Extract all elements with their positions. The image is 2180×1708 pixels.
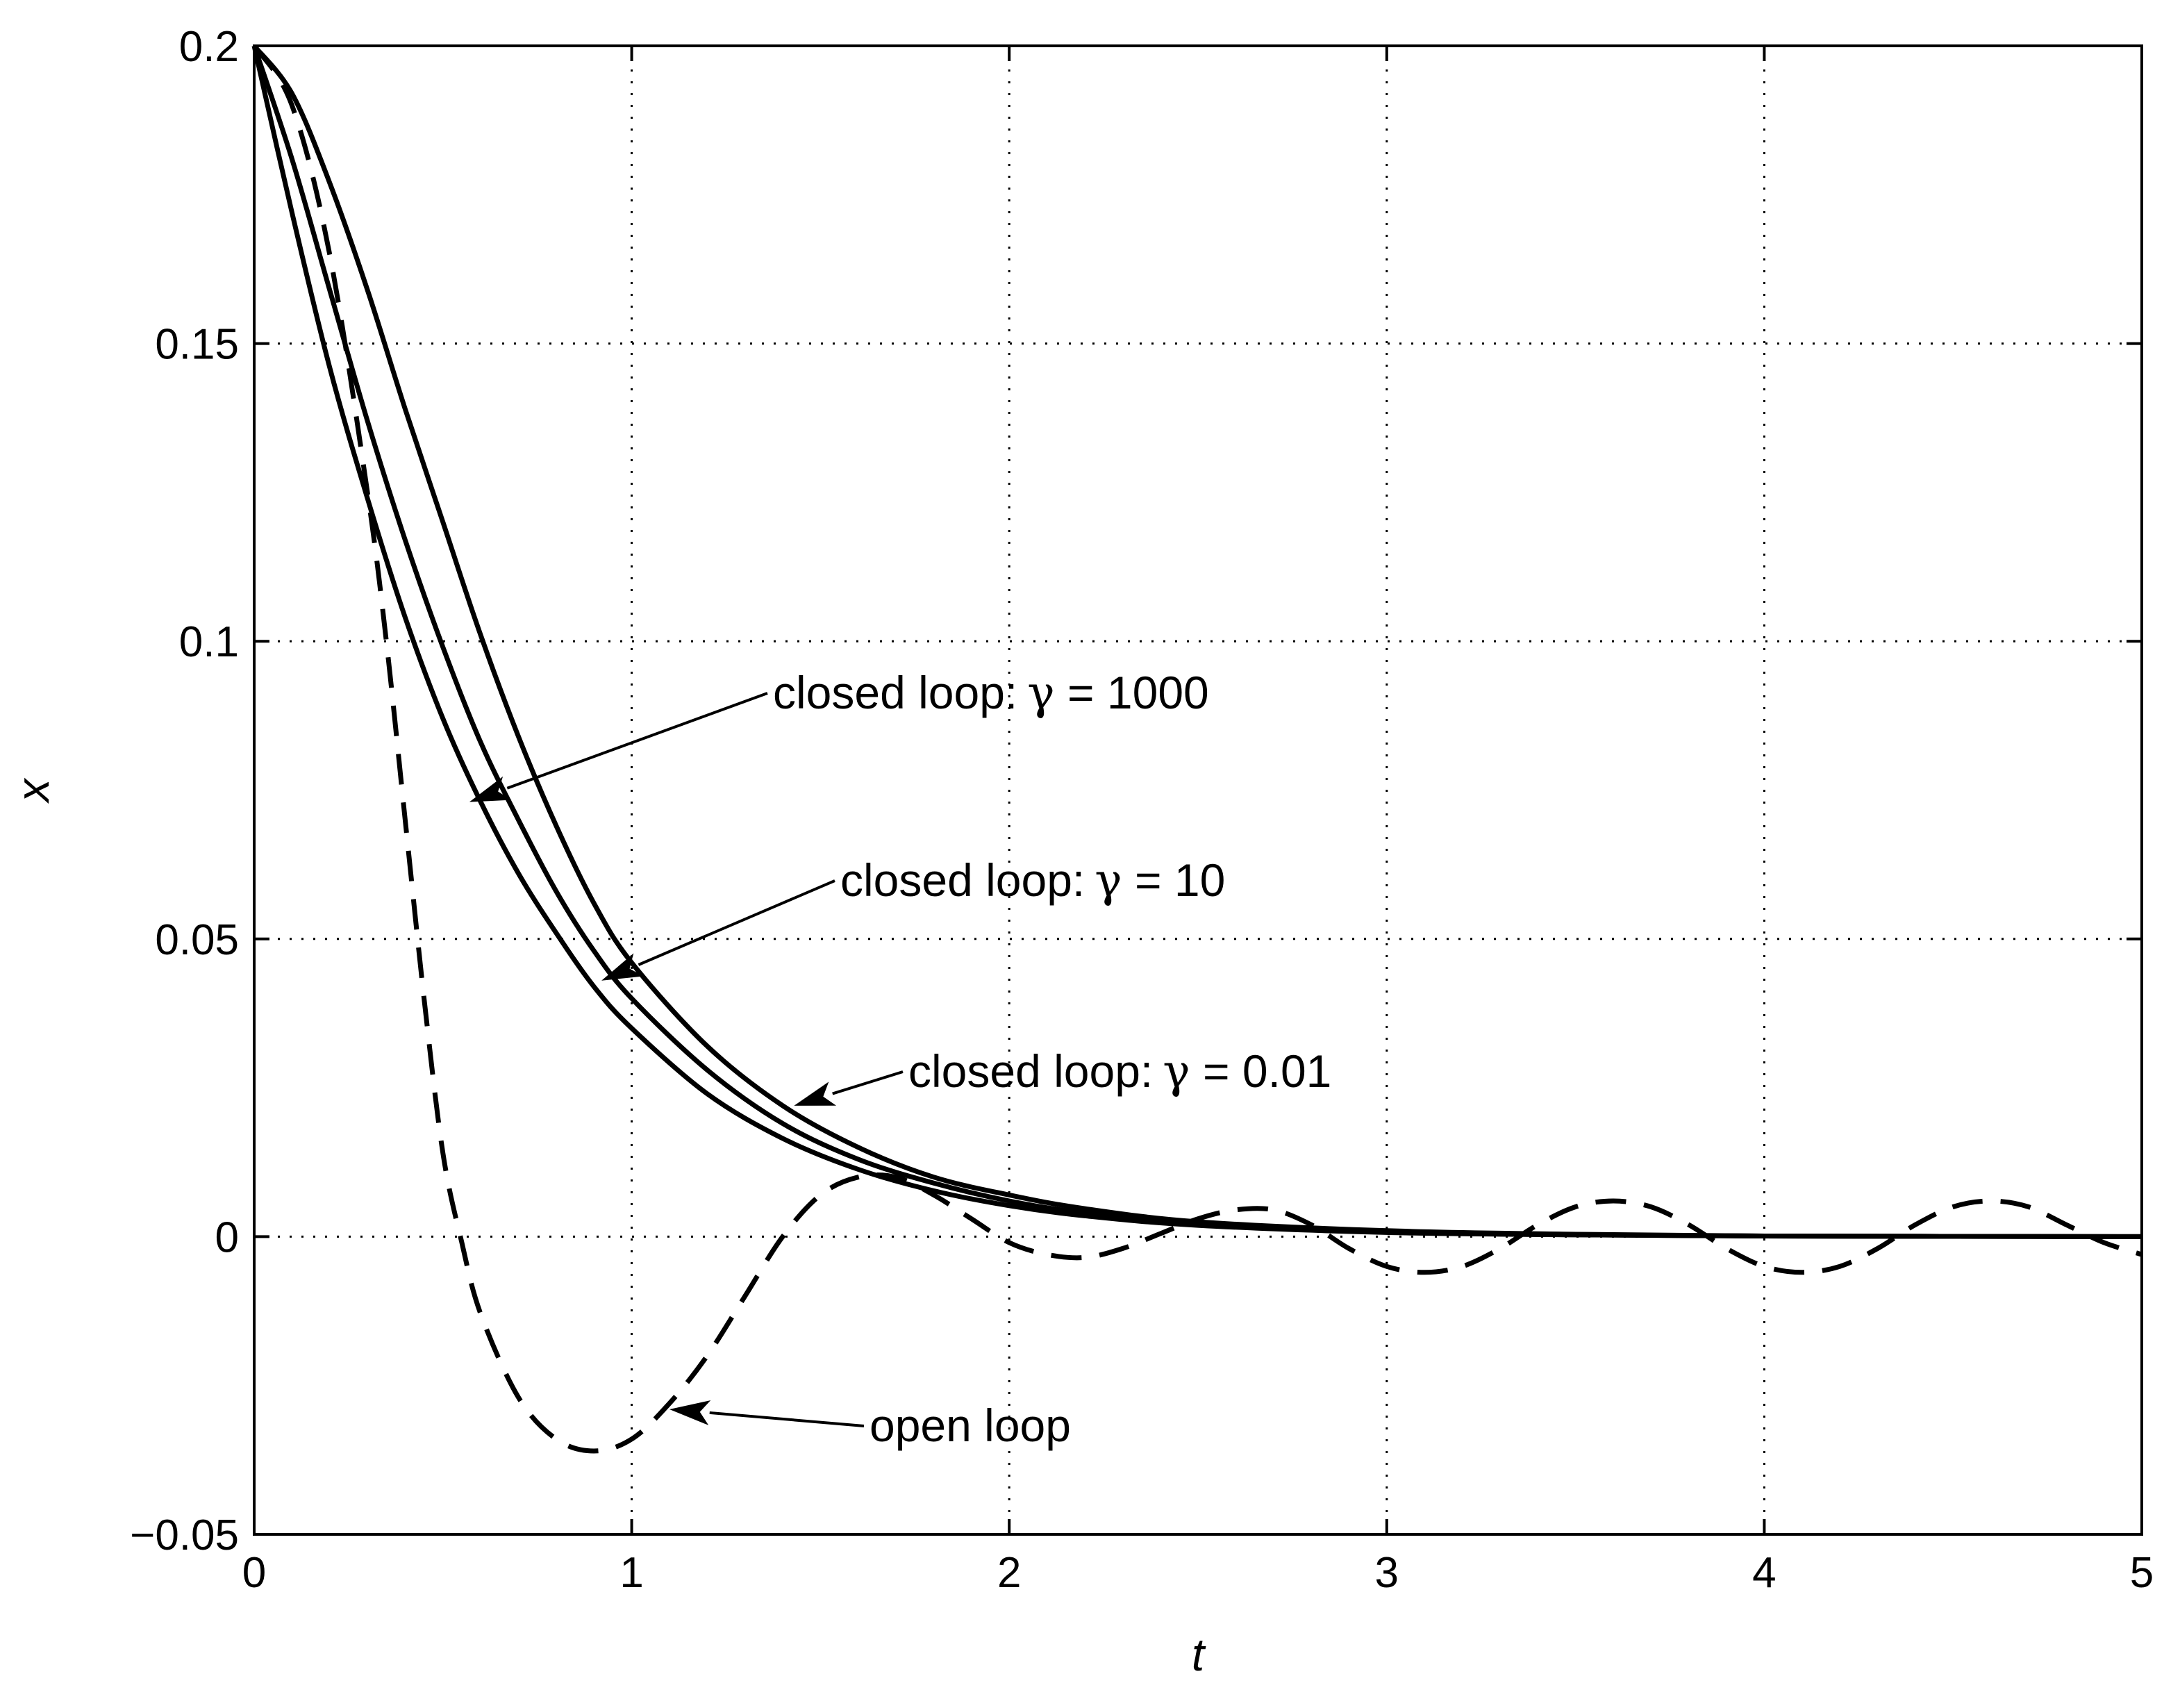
annotations: closed loop: γ = 1000 closed loop: γ = 10 cl… xyxy=(469,666,1331,1451)
annot-gamma-1000-arrow-line xyxy=(506,692,768,790)
y-tick-label: 0 xyxy=(215,1213,239,1261)
series-line-gamma-0.01 xyxy=(252,44,2142,1239)
x-axis-label: t xyxy=(1192,1629,1206,1680)
y-tick-label: 0.1 xyxy=(179,618,239,666)
series-line-open-loop xyxy=(252,44,2143,1454)
y-tick-label: 0.2 xyxy=(179,23,239,71)
x-tick-label: 3 xyxy=(1375,1549,1399,1597)
grid-lines xyxy=(254,46,2142,1534)
x-tick-label: 5 xyxy=(2130,1549,2154,1597)
annot-open-loop-label: open loop xyxy=(869,1400,1071,1451)
y-tick-label: 0.15 xyxy=(155,321,239,369)
annot-gamma-0.01-arrow-head xyxy=(794,1081,837,1106)
plot-frame xyxy=(253,44,2143,1536)
annot-gamma-10-arrow-line xyxy=(638,879,835,966)
x-tick-label: 4 xyxy=(1752,1549,1776,1597)
y-tick-label: 0.05 xyxy=(155,916,239,964)
y-tick-label: −0.05 xyxy=(130,1511,239,1559)
annot-open-loop-arrow-line xyxy=(709,1411,865,1427)
annot-gamma-0.01-arrow-line xyxy=(832,1070,904,1095)
y-axis-label: x xyxy=(7,778,58,804)
series-lines xyxy=(251,44,2143,1454)
x-tick-label: 0 xyxy=(242,1549,266,1597)
annot-gamma-1000-label: closed loop: γ = 1000 xyxy=(773,666,1209,720)
annot-gamma-10-label: closed loop: γ = 10 xyxy=(840,854,1225,907)
x-tick-label: 1 xyxy=(619,1549,643,1597)
x-tick-label: 2 xyxy=(997,1549,1021,1597)
annot-gamma-10-arrow-head xyxy=(601,953,644,981)
annot-gamma-1000-arrow-head xyxy=(469,776,512,802)
annot-open-loop-arrow-head xyxy=(669,1400,711,1425)
annot-gamma-0.01-label: closed loop: γ = 0.01 xyxy=(908,1045,1331,1098)
